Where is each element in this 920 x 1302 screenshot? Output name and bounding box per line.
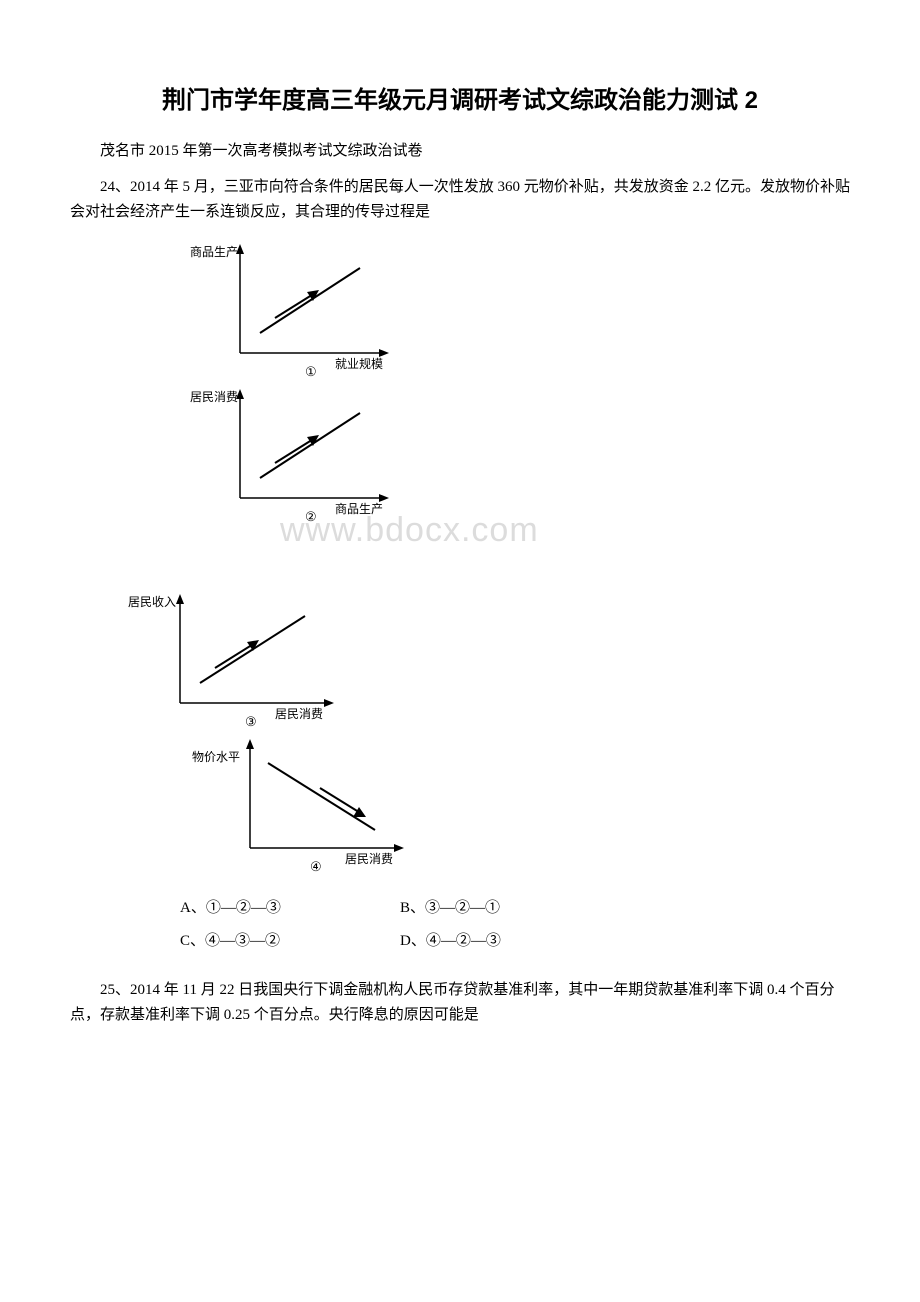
chart-1-id: ① [305, 364, 317, 379]
chart-1: 商品生产 ① 就业规模 [150, 238, 850, 383]
charts-container: 商品生产 ① 就业规模 居民消费 ② 商品生产 www.bdocx.com [150, 238, 850, 878]
chart-4: 物价水平 ④ 居民消费 [150, 733, 850, 878]
option-b: B、③—②—① [400, 892, 620, 925]
chart-1-y-label: 商品生产 [190, 244, 238, 259]
chart-2-id: ② [305, 509, 317, 524]
chart-3-y-label: 居民收入 [128, 595, 176, 609]
document-title: 荆门市学年度高三年级元月调研考试文综政治能力测试 2 [70, 80, 850, 115]
chart-3-id: ③ [245, 714, 257, 729]
chart-3-svg: 居民收入 ③ 居民消费 [110, 588, 390, 733]
chart-4-svg: 物价水平 ④ 居民消费 [150, 733, 440, 878]
chart-4-x-label: 居民消费 [345, 852, 393, 866]
chart-2-y-label: 居民消费 [190, 390, 238, 404]
chart-1-x-label: 就业规模 [335, 356, 383, 371]
option-d: D、④—②—③ [400, 925, 620, 958]
answer-options: A、①—②—③ B、③—②—① C、④—③—② D、④—②—③ [180, 892, 850, 958]
chart-4-id: ④ [310, 859, 322, 874]
chart-2: 居民消费 ② 商品生产 www.bdocx.com [150, 383, 850, 528]
intro-paragraph: 茂名市 2015 年第一次高考模拟考试文综政治试卷 [70, 139, 850, 165]
option-a: A、①—②—③ [180, 892, 400, 925]
chart-2-svg: 居民消费 ② 商品生产 [150, 383, 430, 528]
chart-4-y-label: 物价水平 [192, 750, 240, 764]
chart-1-svg: 商品生产 ① 就业规模 [150, 238, 430, 383]
chart-3-x-label: 居民消费 [275, 707, 323, 721]
question-25-text: 25、2014 年 11 月 22 日我国央行下调金融机构人民币存贷款基准利率，… [70, 978, 850, 1029]
chart-2-x-label: 商品生产 [335, 501, 383, 516]
option-c: C、④—③—② [180, 925, 400, 958]
chart-3: 居民收入 ③ 居民消费 [110, 588, 850, 733]
question-24-text: 24、2014 年 5 月，三亚市向符合条件的居民每人一次性发放 360 元物价… [70, 175, 850, 226]
